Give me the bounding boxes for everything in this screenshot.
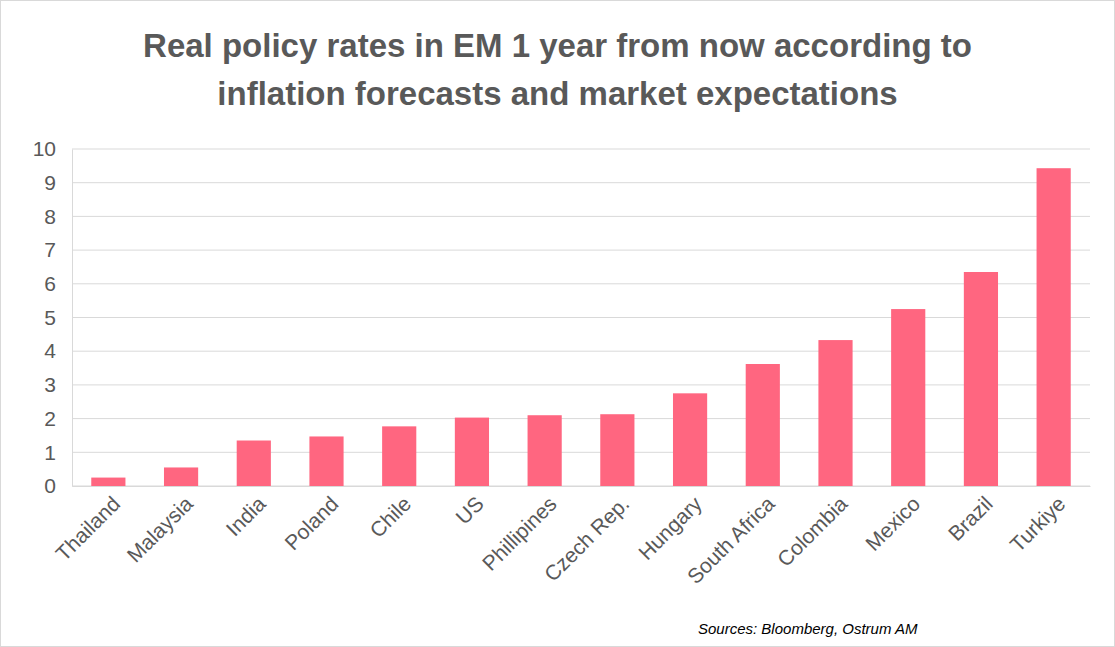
y-tick-label: 10 bbox=[33, 137, 56, 160]
x-axis-line bbox=[73, 486, 1091, 487]
y-tick-label: 1 bbox=[44, 441, 56, 464]
bar bbox=[455, 418, 489, 486]
bar bbox=[673, 393, 707, 486]
grid-line bbox=[72, 384, 1090, 385]
y-tick: 6 bbox=[44, 272, 72, 295]
y-tick-label: 6 bbox=[44, 272, 56, 295]
y-tick-label: 2 bbox=[44, 407, 56, 430]
x-tick-label: Brazil bbox=[944, 492, 997, 545]
x-tick: US bbox=[451, 486, 488, 529]
bar bbox=[164, 467, 198, 486]
x-tick-label: Chile bbox=[365, 492, 415, 542]
bar bbox=[964, 272, 998, 486]
bar bbox=[746, 364, 780, 486]
x-tick-label: Czech Rep. bbox=[540, 492, 634, 586]
y-axis-line bbox=[72, 150, 73, 487]
y-tick-label: 3 bbox=[44, 373, 56, 396]
grid-line bbox=[72, 250, 1090, 251]
x-tick: Hungary bbox=[634, 486, 707, 564]
grid-line bbox=[72, 351, 1090, 352]
bar bbox=[309, 436, 343, 486]
y-tick: 5 bbox=[44, 306, 72, 329]
grid-line bbox=[72, 182, 1090, 183]
x-tick: South Africa bbox=[682, 486, 779, 588]
bar bbox=[600, 414, 634, 486]
grid bbox=[72, 149, 1090, 486]
source: Sources: Bloomberg, Ostrum AM bbox=[698, 620, 918, 637]
title-line: inflation forecasts and market expectati… bbox=[217, 75, 897, 112]
title-line: Real policy rates in EM 1 year from now … bbox=[143, 27, 972, 64]
x-tick-label: India bbox=[221, 492, 270, 541]
y-tick: 3 bbox=[44, 373, 72, 396]
chart-frame bbox=[1, 1, 1115, 647]
x-tick: Brazil bbox=[944, 486, 997, 545]
x-tick: Chile bbox=[365, 486, 415, 542]
y-tick: 4 bbox=[44, 339, 72, 362]
y-tick: 0 bbox=[44, 474, 72, 497]
x-tick: Malaysia bbox=[122, 486, 197, 567]
x-tick-label: Malaysia bbox=[122, 492, 197, 567]
x-tick-label: South Africa bbox=[682, 492, 779, 589]
grid-line bbox=[72, 216, 1090, 217]
x-tick: Turkiye bbox=[1005, 486, 1069, 556]
x-tick: Thailand bbox=[51, 486, 124, 565]
x-tick: Czech Rep. bbox=[540, 486, 634, 586]
y-tick: 1 bbox=[44, 441, 72, 464]
x-tick-label: Turkiye bbox=[1005, 492, 1069, 556]
bar bbox=[1037, 168, 1071, 486]
bar bbox=[237, 441, 271, 486]
x-tick: Poland bbox=[280, 486, 343, 554]
y-tick: 8 bbox=[44, 205, 72, 228]
y-tick-label: 5 bbox=[44, 306, 56, 329]
y-tick-label: 7 bbox=[44, 238, 56, 261]
x-tick: India bbox=[221, 486, 270, 540]
y-tick-label: 9 bbox=[44, 171, 56, 194]
y-tick: 2 bbox=[44, 407, 72, 430]
x-tick-label: Mexico bbox=[861, 492, 924, 555]
y-tick: 7 bbox=[44, 238, 72, 261]
x-tick: Mexico bbox=[861, 486, 924, 555]
bar bbox=[382, 426, 416, 486]
x-tick-label: Poland bbox=[280, 492, 343, 555]
y-tick-label: 0 bbox=[44, 474, 56, 497]
grid-line bbox=[72, 317, 1090, 318]
grid-line bbox=[72, 149, 1090, 150]
chart: Real policy rates in EM 1 year from now … bbox=[0, 0, 1115, 647]
x-tick: Colombia bbox=[773, 486, 852, 571]
title: Real policy rates in EM 1 year from now … bbox=[143, 27, 972, 112]
x-tick-label: Thailand bbox=[51, 492, 124, 565]
grid-line bbox=[72, 418, 1090, 419]
bar bbox=[528, 415, 562, 486]
plot: 0 1 2 3 4 5 6 7 8 9 10 ThailandMalaysia IndiaPoland C… bbox=[33, 137, 1091, 588]
x-axis: ThailandMalaysiaIndiaPolandChileUSPhilli… bbox=[51, 486, 1090, 588]
y-tick: 9 bbox=[44, 171, 72, 194]
x-tick-label: Hungary bbox=[634, 491, 707, 564]
bar bbox=[818, 340, 852, 486]
y-axis: 0 1 2 3 4 5 6 7 8 9 10 bbox=[33, 137, 73, 497]
grid-line bbox=[72, 486, 1090, 487]
bars bbox=[91, 168, 1070, 486]
y-tick-label: 4 bbox=[44, 339, 56, 362]
bar bbox=[891, 309, 925, 486]
grid-line bbox=[72, 452, 1090, 453]
y-tick-label: 8 bbox=[44, 205, 56, 228]
grid-line bbox=[72, 283, 1090, 284]
x-tick-label: US bbox=[451, 492, 488, 529]
bar bbox=[91, 478, 125, 486]
y-tick: 10 bbox=[33, 137, 72, 160]
x-tick-label: Colombia bbox=[773, 492, 852, 571]
